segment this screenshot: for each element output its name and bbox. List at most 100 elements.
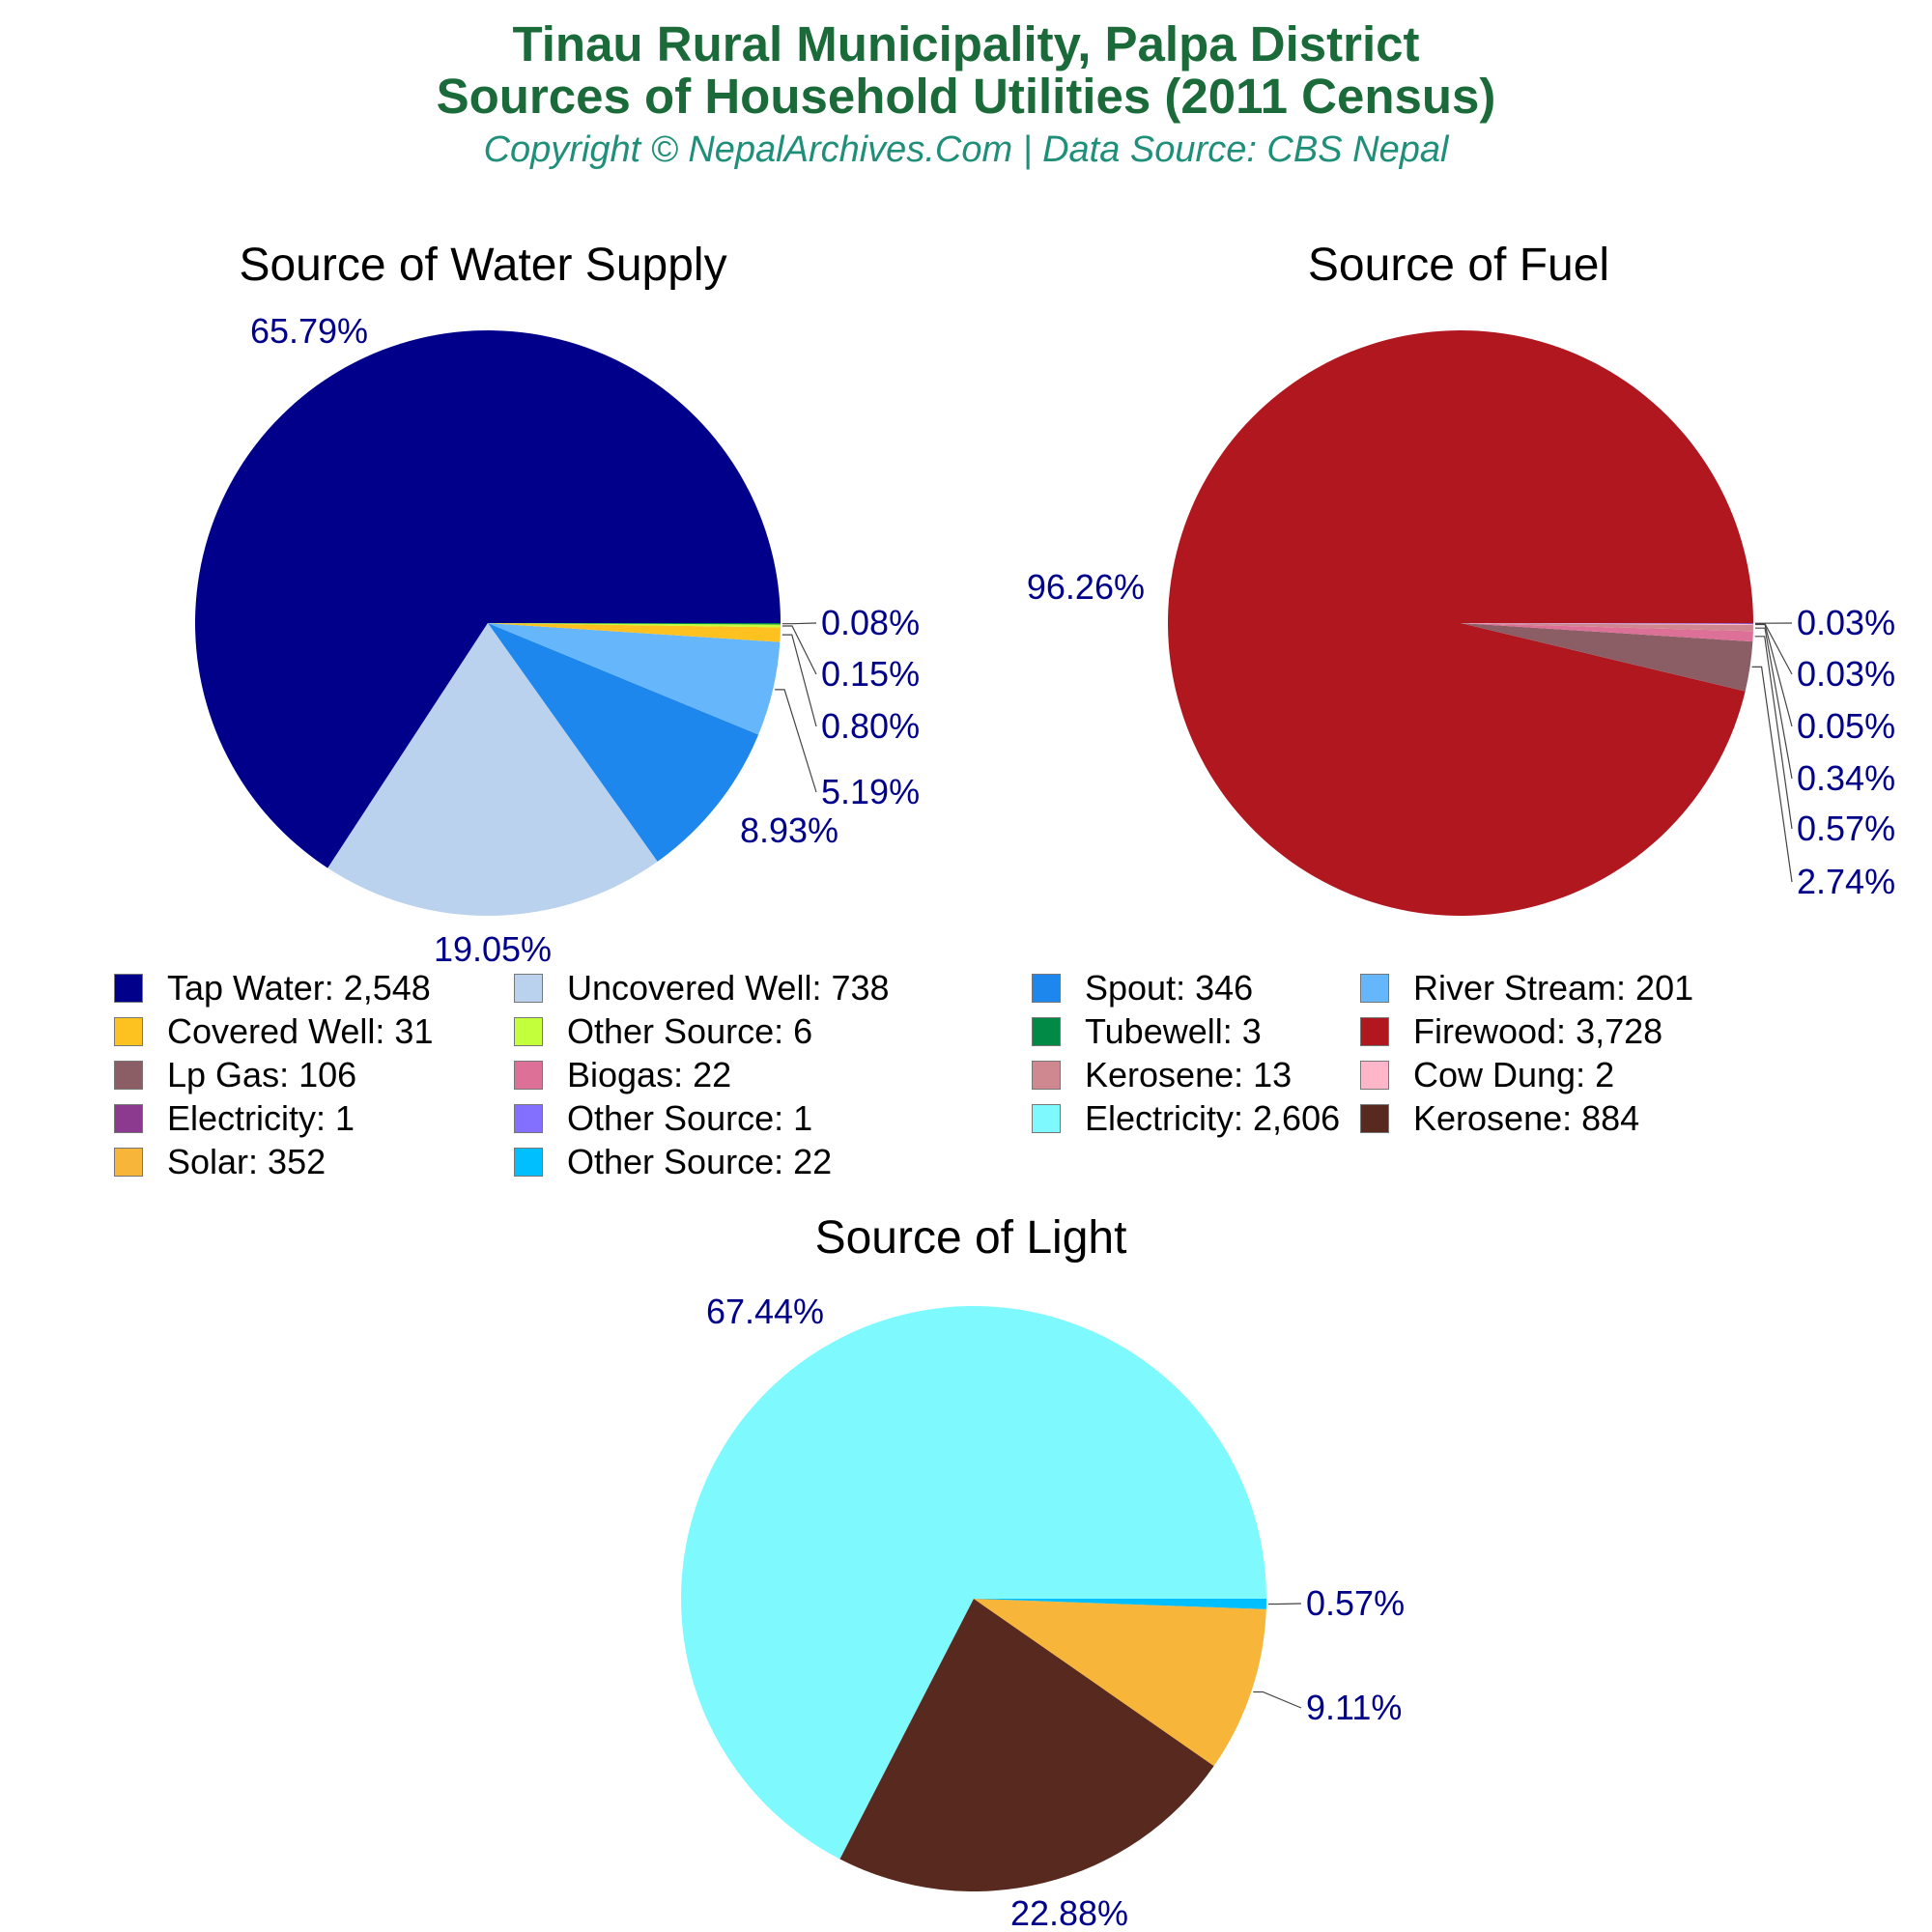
pie-slice — [1461, 623, 1754, 624]
legend-label: Uncovered Well: 738 — [567, 968, 890, 1008]
slice-percent-label: 0.03% — [1797, 654, 1895, 694]
pie-title: Source of Fuel — [1308, 240, 1609, 291]
slice-percent-label: 67.44% — [706, 1292, 824, 1331]
legend-item: Other Source: 6 — [514, 1011, 813, 1051]
legend-label: Other Source: 6 — [567, 1011, 813, 1051]
slice-percent-label: 0.05% — [1797, 706, 1895, 746]
label-leader-line — [782, 622, 817, 625]
legend-label: Covered Well: 31 — [167, 1011, 434, 1051]
legend-item: Other Source: 1 — [514, 1098, 813, 1138]
legend-swatch — [1360, 974, 1389, 1003]
chart-title-line2: Sources of Household Utilities (2011 Cen… — [436, 69, 1496, 124]
pie-slice — [488, 623, 781, 735]
label-leader-line — [775, 689, 817, 793]
legend-item: Spout: 346 — [1032, 968, 1254, 1008]
legend-label: Kerosene: 884 — [1413, 1098, 1640, 1138]
slice-percent-label: 9.11% — [1306, 1688, 1402, 1727]
legend-label: Electricity: 1 — [167, 1098, 355, 1138]
legend-swatch — [114, 974, 143, 1003]
legend-label: Solar: 352 — [167, 1142, 327, 1181]
legend-item: Solar: 352 — [114, 1142, 327, 1181]
legend-item: Cow Dung: 2 — [1360, 1055, 1615, 1094]
legend-item: Tap Water: 2,548 — [114, 968, 431, 1008]
pie-chart-2: Source of Fuel 96.26% 2.74% 0.57% 0.34% 0.05%… — [1027, 240, 1895, 917]
label-leader-line — [781, 634, 817, 727]
legend-label: Cow Dung: 2 — [1413, 1055, 1615, 1094]
pie-title: Source of Water Supply — [239, 240, 726, 291]
slice-percent-label: 0.03% — [1797, 603, 1895, 642]
label-leader-line — [1253, 1690, 1302, 1709]
pie-slice — [974, 1599, 1266, 1767]
legend-item: Electricity: 1 — [114, 1098, 355, 1138]
legend-swatch — [114, 1061, 143, 1090]
legend-item: Tubewell: 3 — [1032, 1011, 1262, 1051]
pie-slice — [1461, 623, 1753, 625]
legend-swatch — [1032, 974, 1061, 1003]
slice-percent-label: 0.57% — [1306, 1583, 1405, 1623]
pie-slice — [195, 329, 781, 868]
pie-title: Source of Light — [815, 1212, 1127, 1264]
legend-label: Tubewell: 3 — [1085, 1011, 1262, 1051]
slice-percent-label: 96.26% — [1027, 567, 1145, 607]
pie-slice — [488, 623, 759, 862]
legend-swatch — [514, 974, 543, 1003]
label-leader-line — [1268, 1603, 1302, 1605]
label-leader-line — [1754, 636, 1793, 830]
legend-swatch — [1360, 1104, 1389, 1133]
legend-label: Other Source: 1 — [567, 1098, 813, 1138]
pie-slice — [1461, 623, 1753, 692]
pie-chart-1: Source of Water Supply 65.79% 19.05% 8.93%5… — [195, 240, 920, 969]
legend-item: Lp Gas: 106 — [114, 1055, 357, 1094]
pie-slice — [488, 623, 781, 642]
label-leader-line — [1755, 627, 1793, 780]
slice-percent-label: 2.74% — [1797, 862, 1895, 901]
legend-label: Biogas: 22 — [567, 1055, 732, 1094]
slice-percent-label: 5.19% — [821, 772, 920, 811]
slice-percent-label: 0.15% — [821, 654, 920, 694]
chart-subtitle: Copyright © NepalArchives.Com | Data Sou… — [483, 129, 1449, 170]
slice-percent-label: 0.80% — [821, 706, 920, 746]
legend-swatch — [1360, 1017, 1389, 1046]
legend-swatch — [514, 1104, 543, 1133]
legend-label: Firewood: 3,728 — [1413, 1011, 1663, 1051]
pie-slice — [1461, 623, 1753, 642]
slice-percent-label: 8.93% — [740, 810, 838, 850]
legend-swatch — [1032, 1061, 1061, 1090]
legend-label: Other Source: 22 — [567, 1142, 833, 1181]
slice-percent-label: 0.57% — [1797, 809, 1895, 848]
legend-swatch — [1032, 1017, 1061, 1046]
legend-label: Electricity: 2,606 — [1085, 1098, 1341, 1138]
legend-label: Lp Gas: 106 — [167, 1055, 357, 1094]
pie-slice — [1461, 623, 1753, 632]
legend-label: Kerosene: 13 — [1085, 1055, 1293, 1094]
legend-item: Biogas: 22 — [514, 1055, 732, 1094]
legend-item: Electricity: 2,606 — [1032, 1098, 1341, 1138]
legend-swatch — [514, 1017, 543, 1046]
legend-item: Covered Well: 31 — [114, 1011, 434, 1051]
slice-percent-label: 65.79% — [250, 311, 368, 351]
legend-swatch — [1032, 1104, 1061, 1133]
slice-percent-label: 0.34% — [1797, 758, 1895, 798]
legend-swatch — [1360, 1061, 1389, 1090]
legend-item: Uncovered Well: 738 — [514, 968, 890, 1008]
pie-slice — [680, 1305, 1266, 1860]
legend-label: River Stream: 201 — [1413, 968, 1694, 1008]
pie-slice — [1168, 330, 1753, 917]
legend-swatch — [114, 1104, 143, 1133]
pie-slice — [327, 623, 658, 916]
label-leader-line — [1751, 666, 1793, 883]
slice-percent-label: 19.05% — [434, 929, 552, 969]
legend-swatch — [514, 1061, 543, 1090]
legend-swatch — [114, 1148, 143, 1177]
legend-item: Other Source: 22 — [514, 1142, 833, 1181]
slice-percent-label: 22.88% — [1010, 1893, 1128, 1932]
legend-label: Spout: 346 — [1085, 968, 1254, 1008]
legend-swatch — [114, 1017, 143, 1046]
pie-slice — [839, 1599, 1214, 1891]
pie-slice — [488, 623, 781, 625]
pie-slice — [488, 623, 781, 628]
pie-slice — [974, 1599, 1267, 1609]
chart-title-line1: Tinau Rural Municipality, Palpa District — [512, 16, 1420, 71]
legend-swatch — [514, 1148, 543, 1177]
